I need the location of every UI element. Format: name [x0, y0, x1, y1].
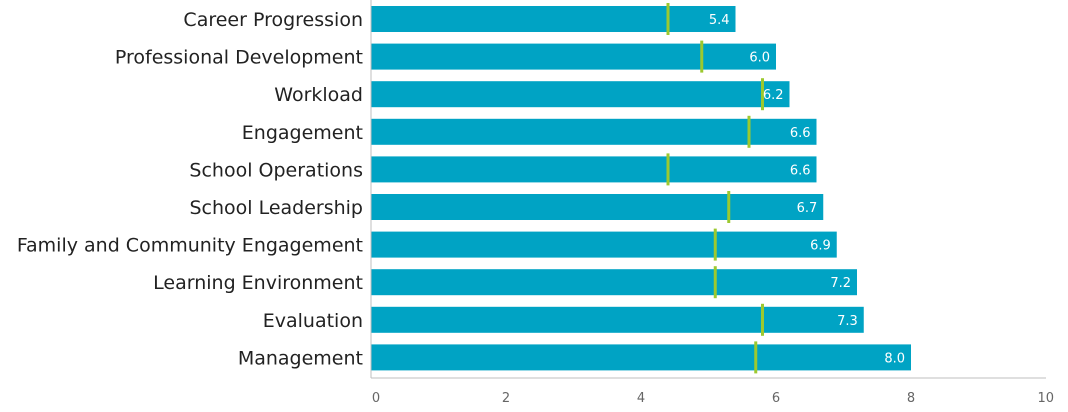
x-tick-label: 4: [637, 391, 645, 406]
category-label: School Leadership: [189, 197, 363, 219]
x-tick-label: 0: [372, 391, 380, 406]
bar: [371, 306, 864, 333]
x-tick-label: 2: [502, 391, 510, 406]
benchmark-markers-layer: [666, 3, 764, 374]
x-tick-label: 6: [772, 391, 780, 406]
category-label: Evaluation: [263, 310, 363, 332]
bar: [371, 156, 817, 183]
category-label: Workload: [274, 84, 363, 106]
bar: [371, 81, 790, 108]
category-label: Engagement: [242, 122, 363, 144]
category-label: Learning Environment: [153, 272, 363, 294]
bar: [371, 43, 776, 70]
bar-value-label: 6.9: [810, 239, 831, 254]
bar-value-label: 8.0: [884, 351, 905, 366]
bar: [371, 344, 911, 371]
bar-value-label: 6.0: [749, 51, 770, 66]
value-labels-layer: 5.4 6.0 6.2 6.6 6.6 6.7 6.9 7.2 7.3 8.0: [709, 13, 905, 366]
bar: [371, 231, 837, 258]
bar-value-label: 7.2: [830, 276, 851, 291]
bar-value-label: 6.2: [763, 88, 784, 103]
bar: [371, 194, 824, 220]
bar-value-label: 5.4: [709, 13, 730, 28]
x-tick-label: 8: [907, 391, 915, 406]
bar: [371, 118, 817, 145]
bar-value-label: 6.6: [790, 163, 811, 178]
category-label: School Operations: [189, 159, 363, 181]
category-labels-layer: Career Progression Professional Developme…: [17, 9, 363, 369]
category-label: Professional Development: [115, 47, 363, 69]
x-tick-label: 10: [1037, 391, 1054, 406]
category-label: Family and Community Engagement: [17, 235, 363, 257]
bar-value-label: 7.3: [837, 314, 858, 329]
bars-layer: [371, 6, 911, 371]
category-label: Career Progression: [183, 9, 363, 31]
bar: [371, 269, 857, 296]
axis-layer: 0 2 4 6 8 10: [370, 0, 1054, 406]
bar-value-label: 6.6: [790, 126, 811, 141]
category-label: Management: [238, 347, 363, 369]
bar: [371, 6, 736, 32]
bar-value-label: 6.7: [797, 201, 818, 216]
